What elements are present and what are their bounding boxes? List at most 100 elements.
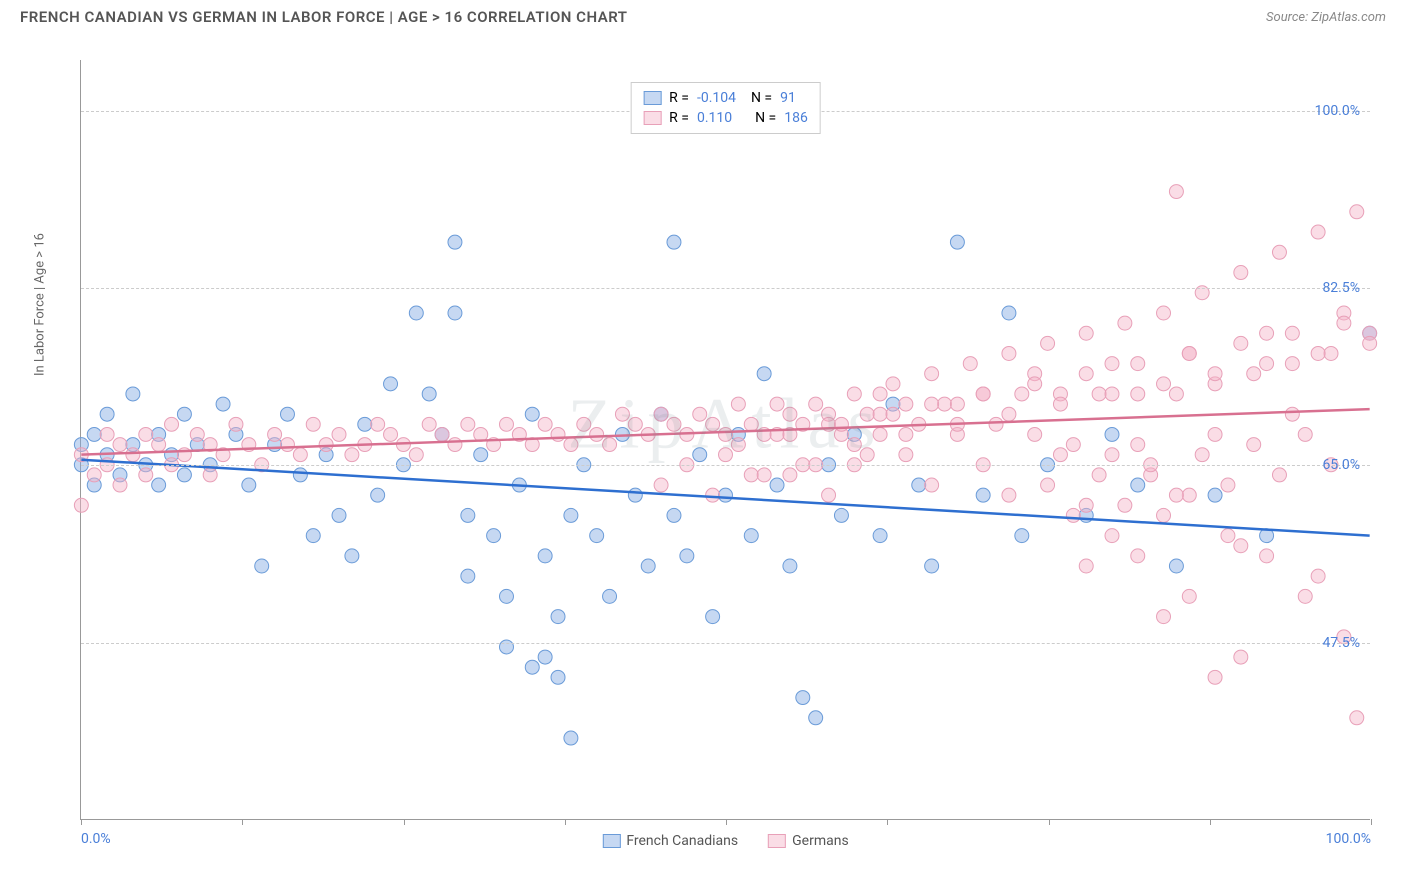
ytick-label: 82.5% bbox=[1322, 280, 1360, 296]
xtick bbox=[404, 819, 405, 825]
xtick-label: 100.0% bbox=[1326, 831, 1371, 847]
scatter-svg bbox=[81, 60, 1370, 819]
scatter-point bbox=[1041, 336, 1055, 350]
gridline-h bbox=[81, 643, 1370, 644]
scatter-point bbox=[538, 650, 552, 664]
scatter-point bbox=[603, 438, 617, 452]
scatter-point bbox=[422, 387, 436, 401]
scatter-point bbox=[1285, 357, 1299, 371]
scatter-point bbox=[1157, 610, 1171, 624]
scatter-point bbox=[551, 427, 565, 441]
scatter-point bbox=[165, 417, 179, 431]
scatter-point bbox=[345, 549, 359, 563]
scatter-point bbox=[925, 397, 939, 411]
scatter-point bbox=[100, 427, 114, 441]
scatter-point bbox=[100, 407, 114, 421]
corr-row-2: R = 0.110 N = 186 bbox=[643, 108, 808, 128]
scatter-point bbox=[925, 367, 939, 381]
scatter-point bbox=[873, 407, 887, 421]
scatter-point bbox=[873, 387, 887, 401]
xtick bbox=[726, 819, 727, 825]
scatter-point bbox=[577, 417, 591, 431]
scatter-point bbox=[499, 589, 513, 603]
scatter-point bbox=[603, 589, 617, 603]
scatter-point bbox=[886, 377, 900, 391]
scatter-point bbox=[1066, 508, 1080, 522]
scatter-point bbox=[783, 468, 797, 482]
scatter-point bbox=[847, 438, 861, 452]
scatter-point bbox=[590, 427, 604, 441]
scatter-point bbox=[744, 417, 758, 431]
swatch-fc bbox=[643, 91, 661, 105]
scatter-point bbox=[950, 235, 964, 249]
scatter-point bbox=[499, 417, 513, 431]
xtick bbox=[887, 819, 888, 825]
scatter-point bbox=[1311, 225, 1325, 239]
scatter-point bbox=[731, 397, 745, 411]
scatter-point bbox=[306, 529, 320, 543]
scatter-point bbox=[177, 468, 191, 482]
scatter-point bbox=[268, 427, 282, 441]
legend-item-ge: Germans bbox=[768, 833, 849, 849]
scatter-point bbox=[1092, 468, 1106, 482]
scatter-point bbox=[306, 417, 320, 431]
scatter-point bbox=[448, 306, 462, 320]
scatter-point bbox=[1272, 245, 1286, 259]
scatter-point bbox=[461, 508, 475, 522]
scatter-point bbox=[989, 417, 1003, 431]
scatter-point bbox=[1363, 336, 1377, 350]
scatter-point bbox=[1079, 367, 1093, 381]
scatter-point bbox=[293, 448, 307, 462]
scatter-point bbox=[1118, 316, 1132, 330]
plot-area: ZipAtlas R = -0.104 N = 91 R = 0.110 N =… bbox=[80, 60, 1370, 820]
scatter-point bbox=[371, 488, 385, 502]
scatter-point bbox=[1118, 498, 1132, 512]
scatter-point bbox=[667, 235, 681, 249]
scatter-point bbox=[1285, 326, 1299, 340]
scatter-point bbox=[1015, 529, 1029, 543]
scatter-point bbox=[1092, 387, 1106, 401]
scatter-point bbox=[139, 427, 153, 441]
legend-label-ge: Germans bbox=[792, 833, 849, 849]
scatter-point bbox=[448, 438, 462, 452]
scatter-point bbox=[719, 488, 733, 502]
xtick bbox=[1049, 819, 1050, 825]
scatter-point bbox=[409, 448, 423, 462]
scatter-point bbox=[1169, 559, 1183, 573]
scatter-point bbox=[1002, 488, 1016, 502]
scatter-point bbox=[422, 417, 436, 431]
scatter-point bbox=[1105, 387, 1119, 401]
scatter-point bbox=[538, 549, 552, 563]
legend-label-fc: French Canadians bbox=[626, 833, 738, 849]
scatter-point bbox=[834, 508, 848, 522]
scatter-point bbox=[216, 397, 230, 411]
scatter-point bbox=[126, 387, 140, 401]
scatter-point bbox=[152, 438, 166, 452]
scatter-point bbox=[628, 417, 642, 431]
scatter-point bbox=[474, 448, 488, 462]
scatter-point bbox=[654, 407, 668, 421]
scatter-point bbox=[280, 438, 294, 452]
bottom-legend: French Canadians Germans bbox=[602, 833, 848, 849]
scatter-point bbox=[564, 508, 578, 522]
scatter-point bbox=[822, 488, 836, 502]
scatter-point bbox=[1015, 387, 1029, 401]
scatter-point bbox=[1182, 589, 1196, 603]
scatter-point bbox=[796, 691, 810, 705]
xtick bbox=[1371, 819, 1372, 825]
scatter-point bbox=[1131, 438, 1145, 452]
scatter-point bbox=[203, 468, 217, 482]
scatter-point bbox=[628, 488, 642, 502]
scatter-point bbox=[1208, 488, 1222, 502]
scatter-point bbox=[1272, 468, 1286, 482]
scatter-point bbox=[615, 407, 629, 421]
xtick-label: 0.0% bbox=[81, 831, 111, 847]
scatter-point bbox=[899, 427, 913, 441]
scatter-point bbox=[706, 610, 720, 624]
scatter-point bbox=[113, 438, 127, 452]
source-label: Source: ZipAtlas.com bbox=[1266, 10, 1386, 25]
scatter-point bbox=[1053, 448, 1067, 462]
scatter-point bbox=[654, 478, 668, 492]
scatter-point bbox=[1131, 357, 1145, 371]
y-axis-label: In Labor Force | Age > 16 bbox=[33, 233, 48, 376]
